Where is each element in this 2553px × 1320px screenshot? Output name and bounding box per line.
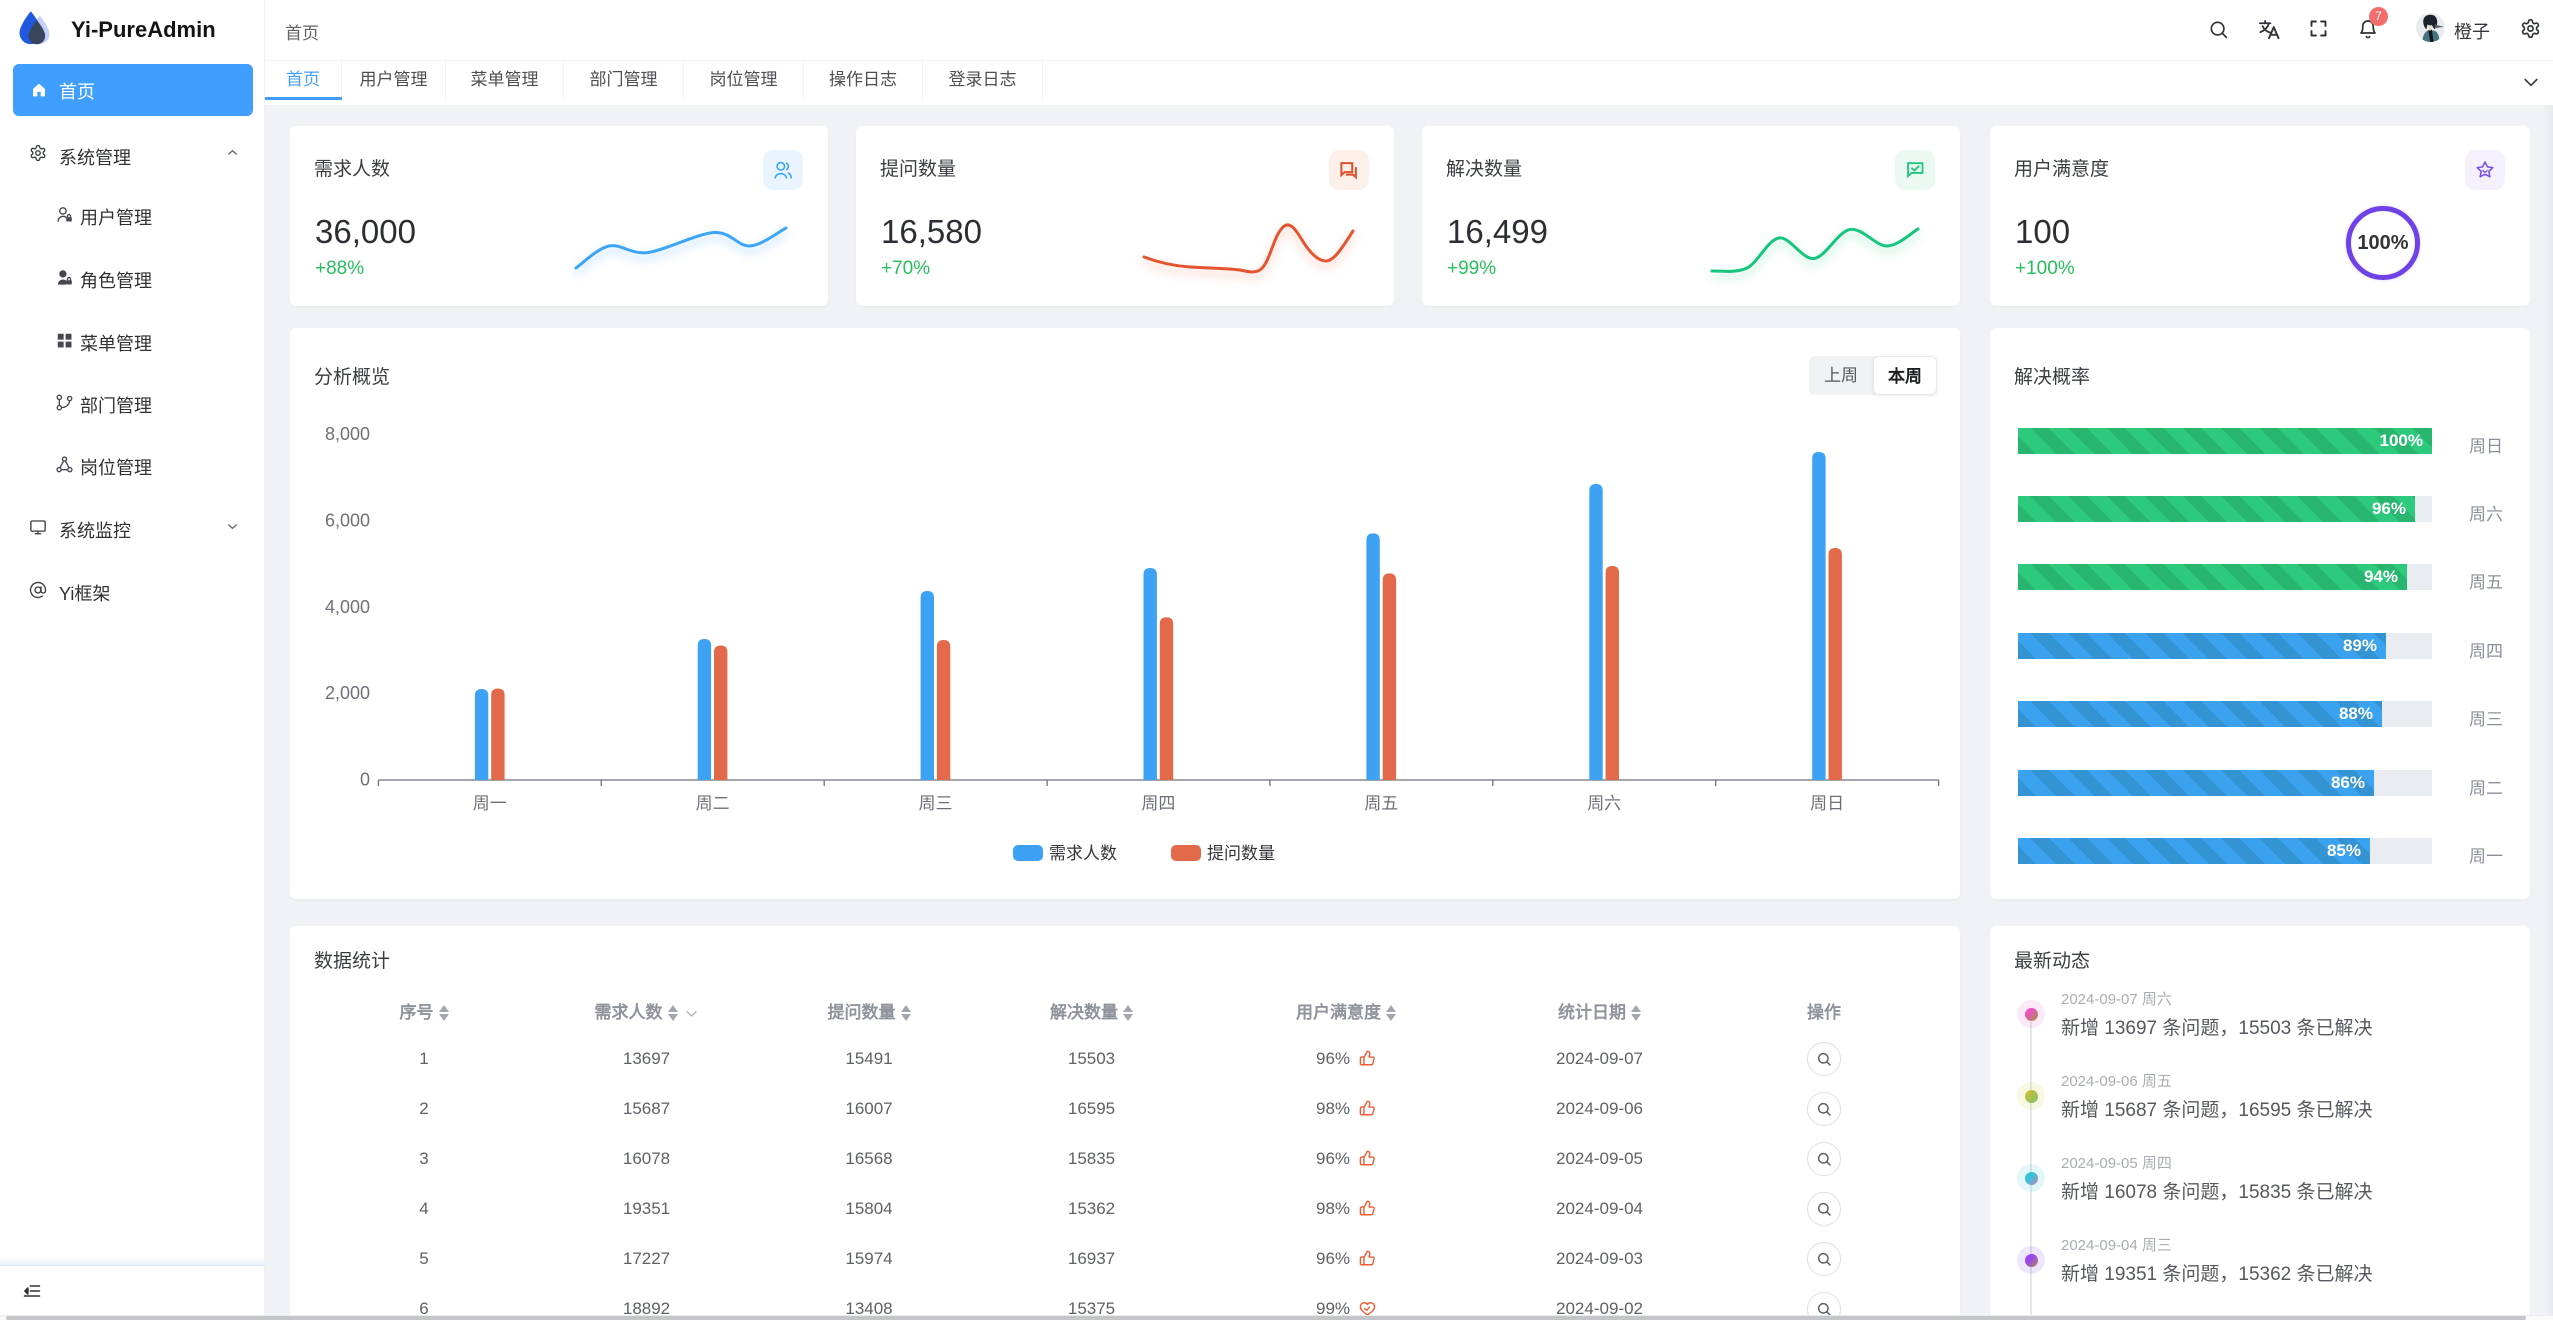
svg-text:6,000: 6,000 bbox=[325, 510, 370, 530]
svg-text:周四: 周四 bbox=[1141, 794, 1175, 813]
svg-text:周一: 周一 bbox=[473, 794, 507, 813]
svg-text:需求人数: 需求人数 bbox=[1049, 844, 1117, 863]
svg-text:8,000: 8,000 bbox=[325, 424, 370, 444]
svg-text:周日: 周日 bbox=[1810, 794, 1844, 813]
svg-text:周六: 周六 bbox=[1587, 794, 1621, 813]
svg-text:周二: 周二 bbox=[696, 794, 730, 813]
svg-text:0: 0 bbox=[360, 770, 370, 790]
svg-text:周五: 周五 bbox=[1364, 794, 1398, 813]
svg-text:4,000: 4,000 bbox=[325, 597, 370, 617]
svg-text:提问数量: 提问数量 bbox=[1207, 844, 1275, 863]
svg-text:周三: 周三 bbox=[919, 794, 953, 813]
svg-text:2,000: 2,000 bbox=[325, 683, 370, 703]
